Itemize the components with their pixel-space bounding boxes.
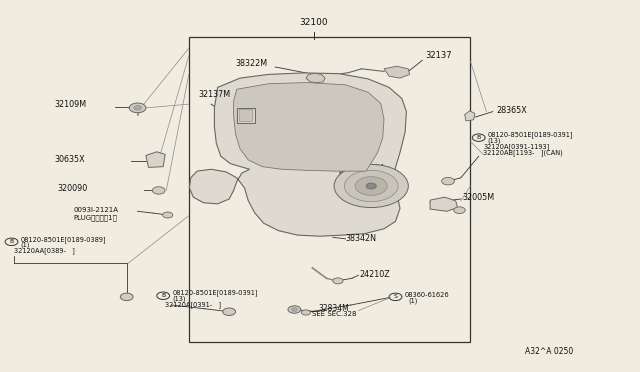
Circle shape	[134, 106, 141, 110]
Text: 08120-8501E[0189-0389]: 08120-8501E[0189-0389]	[20, 236, 106, 243]
Circle shape	[366, 183, 376, 189]
Polygon shape	[237, 108, 255, 123]
Text: A32^A 0250: A32^A 0250	[525, 347, 573, 356]
Polygon shape	[189, 73, 406, 236]
Text: (13): (13)	[172, 295, 186, 302]
Circle shape	[442, 177, 454, 185]
Bar	[189, 37, 470, 342]
Text: 32120AA[0389-   ]: 32120AA[0389- ]	[14, 247, 75, 254]
Text: B: B	[161, 293, 165, 298]
Text: 32120AB[1193-   ](CAN): 32120AB[1193- ](CAN)	[483, 149, 563, 156]
Text: 00933-1181A: 00933-1181A	[285, 131, 333, 137]
Text: 32834M: 32834M	[319, 304, 349, 312]
Polygon shape	[306, 73, 325, 83]
Polygon shape	[465, 111, 475, 121]
Text: PLUGプラグ（1）: PLUGプラグ（1）	[338, 170, 382, 176]
Polygon shape	[430, 197, 458, 211]
Polygon shape	[234, 83, 384, 171]
Circle shape	[344, 170, 398, 202]
Polygon shape	[384, 66, 410, 78]
Text: 320090: 320090	[58, 184, 88, 193]
Text: SEE SEC.328: SEE SEC.328	[312, 311, 357, 317]
Text: 38342N: 38342N	[346, 234, 376, 243]
Circle shape	[355, 177, 387, 195]
Text: 24210Z: 24210Z	[360, 270, 390, 279]
Text: S: S	[394, 294, 397, 299]
Text: 32109M: 32109M	[54, 100, 86, 109]
Circle shape	[333, 278, 343, 284]
Text: (1): (1)	[20, 241, 30, 248]
Text: 00933-1401A: 00933-1401A	[338, 164, 385, 170]
Text: 0093I-2121A: 0093I-2121A	[74, 207, 118, 213]
Text: 28365X: 28365X	[496, 106, 527, 115]
Text: (1): (1)	[408, 297, 418, 304]
Circle shape	[301, 310, 310, 315]
Text: (13): (13)	[488, 137, 501, 144]
Circle shape	[288, 306, 301, 313]
Circle shape	[129, 103, 146, 113]
Circle shape	[334, 164, 408, 208]
Text: B: B	[10, 239, 13, 244]
Text: 32137M: 32137M	[198, 90, 230, 99]
Circle shape	[223, 308, 236, 315]
Text: 30635X: 30635X	[54, 155, 85, 164]
Text: 32005M: 32005M	[462, 193, 494, 202]
Text: PLUGプラグ（1）: PLUGプラグ（1）	[74, 214, 118, 221]
Text: 38322M: 38322M	[236, 60, 268, 68]
Text: 32100: 32100	[300, 18, 328, 27]
Text: PLUGプラグ（1）: PLUGプラグ（1）	[285, 137, 329, 144]
Circle shape	[454, 207, 465, 214]
Text: 32120A[0391-1193]: 32120A[0391-1193]	[483, 143, 550, 150]
Polygon shape	[239, 109, 252, 121]
Text: 32137: 32137	[426, 51, 452, 60]
Text: 08120-8501E[0189-0391]: 08120-8501E[0189-0391]	[488, 131, 573, 138]
Circle shape	[291, 308, 298, 311]
Circle shape	[152, 187, 165, 194]
Circle shape	[120, 293, 133, 301]
Text: B: B	[477, 135, 481, 140]
Polygon shape	[146, 152, 165, 167]
Text: 08360-61626: 08360-61626	[404, 292, 449, 298]
Circle shape	[163, 212, 173, 218]
Text: 32120A[0391-   ]: 32120A[0391- ]	[165, 301, 221, 308]
Text: 08120-8501E[0189-0391]: 08120-8501E[0189-0391]	[172, 289, 258, 296]
